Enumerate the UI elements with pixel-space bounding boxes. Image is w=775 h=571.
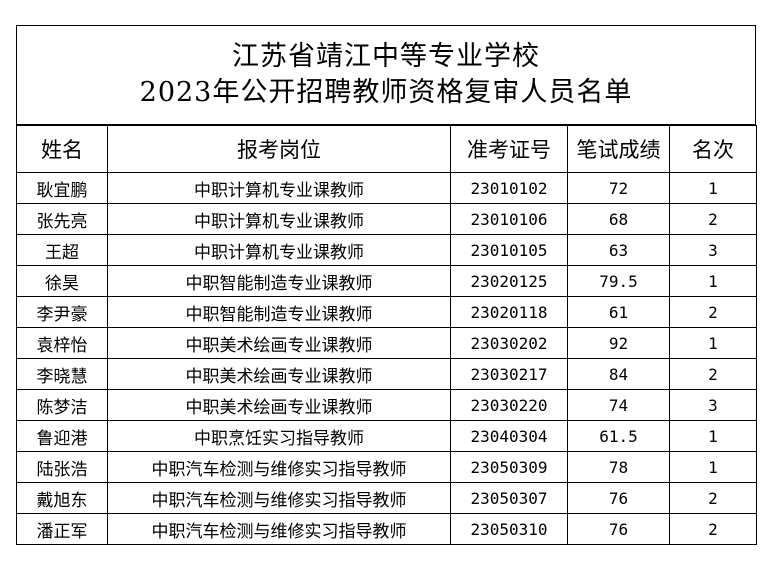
- cell-rank: 2: [669, 358, 757, 390]
- cell-rank: 1: [669, 172, 757, 204]
- cell-position: 中职美术绘画专业课教师: [107, 358, 451, 390]
- cell-rank: 2: [669, 203, 757, 235]
- cell-exam-number: 23010102: [450, 172, 568, 204]
- cell-score: 63: [567, 234, 670, 266]
- table-row: 李晓慧 中职美术绘画专业课教师 23030217 84 2: [16, 358, 757, 390]
- table-row: 陆张浩 中职汽车检测与维修实习指导教师 23050309 78 1: [16, 451, 757, 483]
- cell-name: 张先亮: [16, 203, 108, 235]
- cell-name: 徐昊: [16, 265, 108, 297]
- cell-position: 中职智能制造专业课教师: [107, 265, 451, 297]
- cell-position: 中职汽车检测与维修实习指导教师: [107, 513, 451, 545]
- cell-exam-number: 23040304: [450, 420, 568, 452]
- cell-rank: 1: [669, 327, 757, 359]
- header-position: 报考岗位: [107, 125, 451, 173]
- table-row: 戴旭东 中职汽车检测与维修实习指导教师 23050307 76 2: [16, 482, 757, 514]
- table-row: 陈梦洁 中职美术绘画专业课教师 23030220 74 3: [16, 389, 757, 421]
- cell-rank: 1: [669, 451, 757, 483]
- cell-score: 76: [567, 482, 670, 514]
- cell-name: 潘正军: [16, 513, 108, 545]
- list-title: 2023年公开招聘教师资格复审人员名单: [139, 77, 633, 108]
- cell-position: 中职计算机专业课教师: [107, 172, 451, 204]
- table-row: 徐昊 中职智能制造专业课教师 23020125 79.5 1: [16, 265, 757, 297]
- cell-name: 王超: [16, 234, 108, 266]
- header-name: 姓名: [16, 125, 108, 173]
- cell-score: 79.5: [567, 265, 670, 297]
- school-name-title: 江苏省靖江中等专业学校: [232, 41, 540, 72]
- table-row: 鲁迎港 中职烹饪实习指导教师 23040304 61.5 1: [16, 420, 757, 452]
- header-rank: 名次: [669, 125, 757, 173]
- cell-exam-number: 23050310: [450, 513, 568, 545]
- cell-rank: 1: [669, 420, 757, 452]
- title-box: 江苏省靖江中等专业学校 2023年公开招聘教师资格复审人员名单: [16, 25, 756, 125]
- cell-score: 92: [567, 327, 670, 359]
- cell-position: 中职汽车检测与维修实习指导教师: [107, 451, 451, 483]
- cell-exam-number: 23050309: [450, 451, 568, 483]
- cell-exam-number: 23030220: [450, 389, 568, 421]
- cell-name: 李尹豪: [16, 296, 108, 328]
- cell-score: 61.5: [567, 420, 670, 452]
- cell-rank: 2: [669, 513, 757, 545]
- cell-rank: 1: [669, 265, 757, 297]
- header-written-score: 笔试成绩: [567, 125, 670, 173]
- cell-exam-number: 23020118: [450, 296, 568, 328]
- cell-exam-number: 23050307: [450, 482, 568, 514]
- table-row: 张先亮 中职计算机专业课教师 23010106 68 2: [16, 203, 757, 235]
- cell-score: 78: [567, 451, 670, 483]
- candidate-table: 姓名 报考岗位 准考证号 笔试成绩 名次 耿宜鹏 中职计算机专业课教师 2301…: [16, 125, 757, 545]
- cell-score: 61: [567, 296, 670, 328]
- cell-exam-number: 23020125: [450, 265, 568, 297]
- cell-position: 中职计算机专业课教师: [107, 203, 451, 235]
- cell-position: 中职美术绘画专业课教师: [107, 327, 451, 359]
- cell-score: 68: [567, 203, 670, 235]
- cell-score: 84: [567, 358, 670, 390]
- cell-position: 中职智能制造专业课教师: [107, 296, 451, 328]
- table-row: 耿宜鹏 中职计算机专业课教师 23010102 72 1: [16, 172, 757, 204]
- table-row: 潘正军 中职汽车检测与维修实习指导教师 23050310 76 2: [16, 513, 757, 545]
- cell-name: 耿宜鹏: [16, 172, 108, 204]
- cell-exam-number: 23030202: [450, 327, 568, 359]
- cell-name: 李晓慧: [16, 358, 108, 390]
- cell-name: 陈梦洁: [16, 389, 108, 421]
- roster-sheet: 江苏省靖江中等专业学校 2023年公开招聘教师资格复审人员名单 姓名 报考岗位 …: [16, 25, 757, 545]
- header-row: 姓名 报考岗位 准考证号 笔试成绩 名次: [16, 125, 757, 173]
- cell-exam-number: 23010106: [450, 203, 568, 235]
- cell-rank: 2: [669, 296, 757, 328]
- cell-rank: 3: [669, 234, 757, 266]
- header-exam-number: 准考证号: [450, 125, 568, 173]
- cell-exam-number: 23030217: [450, 358, 568, 390]
- cell-name: 陆张浩: [16, 451, 108, 483]
- cell-rank: 2: [669, 482, 757, 514]
- cell-name: 戴旭东: [16, 482, 108, 514]
- cell-score: 74: [567, 389, 670, 421]
- cell-score: 72: [567, 172, 670, 204]
- cell-exam-number: 23010105: [450, 234, 568, 266]
- table-row: 李尹豪 中职智能制造专业课教师 23020118 61 2: [16, 296, 757, 328]
- cell-rank: 3: [669, 389, 757, 421]
- cell-position: 中职烹饪实习指导教师: [107, 420, 451, 452]
- cell-position: 中职汽车检测与维修实习指导教师: [107, 482, 451, 514]
- table-row: 王超 中职计算机专业课教师 23010105 63 3: [16, 234, 757, 266]
- cell-position: 中职美术绘画专业课教师: [107, 389, 451, 421]
- cell-position: 中职计算机专业课教师: [107, 234, 451, 266]
- cell-name: 鲁迎港: [16, 420, 108, 452]
- cell-score: 76: [567, 513, 670, 545]
- cell-name: 袁梓怡: [16, 327, 108, 359]
- table-row: 袁梓怡 中职美术绘画专业课教师 23030202 92 1: [16, 327, 757, 359]
